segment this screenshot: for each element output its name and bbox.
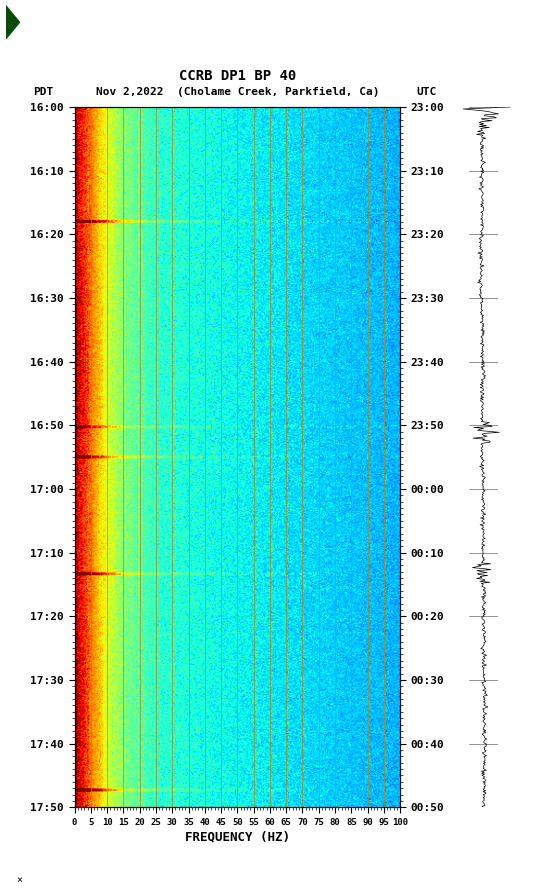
X-axis label: FREQUENCY (HZ): FREQUENCY (HZ)	[185, 830, 290, 844]
Text: USGS: USGS	[24, 15, 57, 29]
Text: UTC: UTC	[417, 87, 437, 97]
Text: CCRB DP1 BP 40: CCRB DP1 BP 40	[179, 69, 296, 83]
Text: Nov 2,2022  (Cholame Creek, Parkfield, Ca): Nov 2,2022 (Cholame Creek, Parkfield, Ca…	[95, 87, 379, 97]
Text: ×: ×	[17, 875, 23, 885]
Text: PDT: PDT	[33, 87, 54, 97]
Polygon shape	[6, 5, 19, 39]
